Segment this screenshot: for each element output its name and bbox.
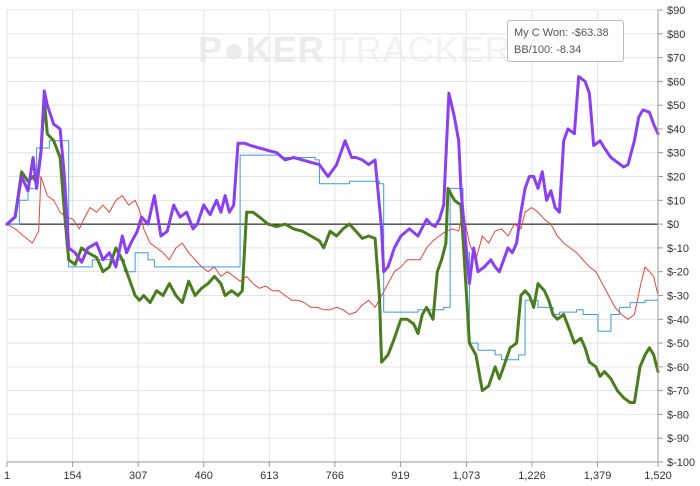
y-tick-label: $30 xyxy=(667,148,685,160)
y-tick-label: $-40 xyxy=(667,314,689,326)
y-tick-label: $-10 xyxy=(667,243,689,255)
watermark-part3: TRACKER xyxy=(333,29,512,70)
y-tick-label: $20 xyxy=(667,172,685,184)
x-tick-label: 460 xyxy=(195,470,213,482)
y-tick-label: $-20 xyxy=(667,267,689,279)
y-tick-label: $-30 xyxy=(667,290,689,302)
y-tick-label: $-90 xyxy=(667,433,689,445)
series-line-purple xyxy=(5,75,660,286)
y-tick-label: $-60 xyxy=(667,362,689,374)
x-tick-label: 154 xyxy=(63,470,81,482)
y-tick-label: $70 xyxy=(667,53,685,65)
info-box: My C Won: -$63.38 BB/100: -8.34 xyxy=(507,20,624,62)
watermark-part1: P xyxy=(198,29,223,70)
x-axis: 1 154 307 460 613 766 919 1,073 1,226 1,379 1,520 xyxy=(4,461,672,482)
series-line-green xyxy=(5,98,660,404)
y-tick-label: $50 xyxy=(667,100,685,112)
y-tick-label: $-70 xyxy=(667,386,689,398)
bb100-label: BB/100: -8.34 xyxy=(514,44,582,56)
x-tick-label: 307 xyxy=(129,470,147,482)
watermark-chip-icon: ● xyxy=(223,29,246,70)
y-axis: $90 $80 $70 $60 $50 $40 $30 $20 $10 $0 $-10 $-20 $-3… xyxy=(657,5,695,469)
y-tick-label: $60 xyxy=(667,76,685,88)
x-tick-label: 1,226 xyxy=(518,470,546,482)
grid xyxy=(6,9,659,463)
x-tick-label: 1,520 xyxy=(644,470,672,482)
series-line-red xyxy=(6,176,659,320)
x-tick-label: 1 xyxy=(4,470,10,482)
y-tick-label: $40 xyxy=(667,124,685,136)
y-tick-label: $10 xyxy=(667,195,685,207)
series-lines xyxy=(5,75,660,404)
x-tick-label: 613 xyxy=(260,470,278,482)
y-tick-label: $-50 xyxy=(667,338,689,350)
x-tick-label: 766 xyxy=(326,470,344,482)
pokertracker-watermark: P●KER TRACKER xyxy=(198,29,512,70)
x-tick-label: 1,073 xyxy=(453,470,481,482)
watermark-part2: KER xyxy=(246,29,325,70)
y-tick-label: $80 xyxy=(667,29,685,41)
amount-won-label: My C Won: -$63.38 xyxy=(514,27,609,39)
x-tick-label: 919 xyxy=(391,470,409,482)
y-tick-label: $-100 xyxy=(667,457,695,469)
y-tick-label: $-80 xyxy=(667,409,689,421)
y-tick-label: $0 xyxy=(667,219,679,231)
y-tick-label: $90 xyxy=(667,5,685,17)
x-tick-label: 1,379 xyxy=(584,470,612,482)
